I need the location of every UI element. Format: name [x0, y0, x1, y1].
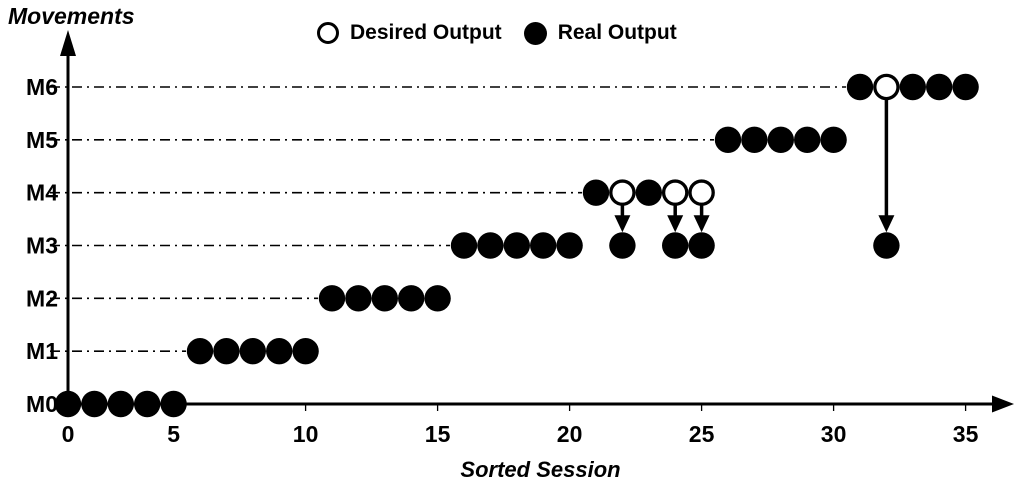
legend-label-real: Real Output: [557, 21, 677, 44]
real-output-point: [266, 337, 293, 365]
y-tick-label: M4: [26, 180, 58, 206]
x-axis-title: Sorted Session: [460, 457, 621, 482]
real-output-point: [318, 285, 346, 312]
real-output-point: [54, 390, 82, 418]
real-output-point: [160, 390, 187, 418]
real-output-point: [477, 232, 504, 259]
y-tick-label: M6: [26, 74, 58, 100]
legend: Desired Output Real Output: [317, 20, 677, 46]
x-tick-label: 15: [425, 421, 451, 447]
real-output-point: [556, 232, 583, 259]
real-output-point: [714, 126, 742, 154]
real-output-point: [450, 232, 478, 259]
x-tick-label: 10: [293, 421, 319, 447]
x-tick-label: 20: [557, 421, 583, 447]
real-output-point: [820, 126, 847, 154]
correction-arrow-head-icon: [693, 215, 710, 233]
real-output-point: [662, 232, 689, 259]
real-output-point: [952, 73, 979, 101]
desired-output-point: [661, 179, 689, 206]
x-tick-label: 0: [62, 421, 75, 447]
real-output-point: [81, 390, 108, 418]
real-output-point: [371, 285, 398, 312]
real-output-point: [345, 285, 372, 312]
real-output-point: [635, 179, 662, 206]
y-axis-arrowhead-icon: [60, 30, 76, 56]
real-output-point: [134, 390, 161, 418]
real-output-point: [899, 73, 926, 101]
real-output-point: [767, 126, 794, 154]
y-tick-label: M1: [26, 338, 58, 364]
x-axis-arrowhead-icon: [992, 395, 1014, 413]
real-output-point: [846, 73, 874, 101]
real-output-point: [741, 126, 768, 154]
real-output-point: [530, 232, 557, 259]
legend-item-real: Real Output: [523, 21, 677, 45]
real-output-point: [582, 179, 610, 206]
x-tick-label: 25: [689, 421, 715, 447]
correction-arrow-head-icon: [878, 215, 895, 233]
desired-output-point: [609, 179, 636, 206]
real-output-point: [609, 232, 636, 259]
legend-item-desired: Desired Output: [317, 21, 502, 45]
real-output-point: [186, 337, 214, 365]
real-output-point: [424, 285, 451, 312]
y-tick-label: M2: [26, 285, 58, 311]
real-output-point: [213, 337, 240, 365]
desired-output-point: [688, 179, 715, 206]
correction-arrow-head-icon: [614, 215, 631, 233]
real-output-point: [503, 232, 530, 259]
real-output-point: [239, 337, 266, 365]
y-tick-label: M0: [26, 391, 58, 417]
y-tick-label: M3: [26, 233, 58, 259]
correction-arrow-head-icon: [667, 215, 684, 233]
y-axis-title: Movements: [8, 3, 135, 29]
x-tick-label: 30: [821, 421, 847, 447]
real-output-point: [292, 337, 319, 365]
y-tick-label: M5: [26, 127, 58, 153]
real-output-point: [873, 232, 900, 259]
open-circle-icon: [317, 22, 339, 44]
desired-output-point: [873, 73, 900, 101]
x-tick-label: 5: [167, 421, 180, 447]
filled-circle-icon: [523, 21, 547, 45]
real-output-point: [107, 390, 134, 418]
real-output-point: [926, 73, 953, 101]
legend-label-desired: Desired Output: [350, 21, 502, 44]
real-output-point: [794, 126, 821, 154]
real-output-point: [688, 232, 715, 259]
x-tick-label: 35: [953, 421, 979, 447]
real-output-point: [398, 285, 425, 312]
